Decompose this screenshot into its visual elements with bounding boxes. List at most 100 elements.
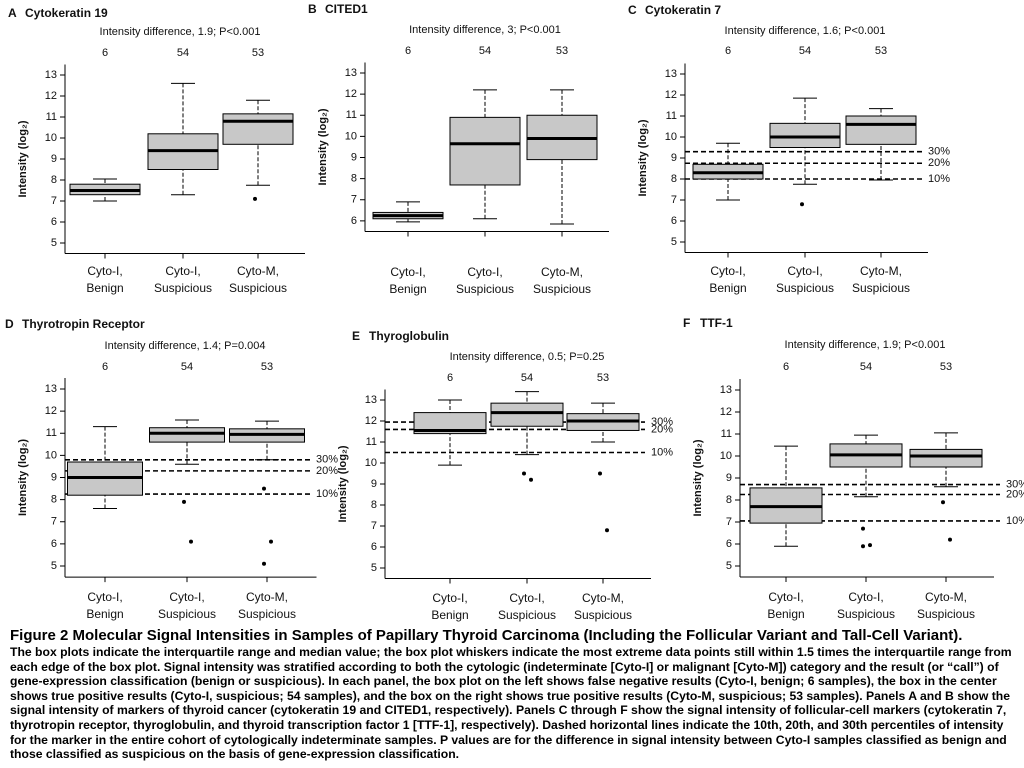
subtitle: Intensity difference, 1.9; P<0.001: [100, 26, 261, 38]
outlier: [861, 544, 865, 549]
y-tick-label: 9: [351, 151, 357, 163]
x-tick-label: Cyto-M,: [582, 591, 624, 605]
outlier: [861, 526, 865, 531]
y-axis-label: Intensity (log₂): [317, 108, 329, 185]
subtitle: Intensity difference, 1.4; P=0.004: [105, 340, 266, 352]
y-tick-label: 11: [46, 427, 57, 439]
count-label: 54: [521, 372, 533, 384]
x-tick-label: Benign: [86, 607, 123, 621]
y-tick-label: 9: [671, 152, 677, 164]
x-tick-label: Cyto-I,: [87, 590, 122, 604]
y-tick-label: 11: [46, 111, 57, 123]
y-tick-label: 5: [51, 560, 57, 572]
outlier: [941, 500, 945, 505]
y-tick-label: 9: [51, 471, 57, 483]
box: [845, 115, 917, 145]
outlier: [800, 202, 804, 207]
caption: Figure 2 Molecular Signal Intensities in…: [10, 627, 1014, 762]
x-tick-label: Cyto-M,: [237, 264, 279, 278]
y-tick-label: 10: [45, 449, 57, 461]
x-tick-label: Suspicious: [154, 281, 212, 295]
x-tick-label: Benign: [86, 281, 123, 295]
y-tick-label: 5: [726, 560, 732, 572]
y-axis-label: Intensity (log₂): [337, 445, 349, 522]
y-tick-label: 8: [51, 494, 57, 506]
x-tick-label: Cyto-M,: [246, 590, 288, 604]
y-tick-label: 5: [671, 236, 677, 248]
percentile-label: 10%: [1006, 515, 1024, 527]
y-tick-label: 12: [665, 89, 677, 101]
count-label: 6: [725, 45, 731, 57]
y-tick-label: 12: [345, 88, 357, 100]
x-tick-label: Cyto-M,: [541, 265, 583, 279]
outlier: [948, 537, 952, 542]
y-tick-label: 13: [45, 69, 57, 81]
x-tick-label: Benign: [431, 608, 468, 622]
panel-title: Thyrotropin Receptor: [22, 317, 145, 331]
x-tick-label: Suspicious: [852, 281, 910, 295]
x-tick-label: Suspicious: [837, 607, 895, 621]
outlier: [522, 471, 526, 476]
outlier: [868, 543, 872, 548]
y-tick-label: 13: [365, 394, 377, 406]
y-tick-label: 5: [371, 562, 377, 574]
x-tick-label: Cyto-I,: [768, 590, 803, 604]
x-tick-label: Cyto-M,: [860, 264, 902, 278]
panel-title: Cytokeratin 7: [645, 3, 721, 17]
y-tick-label: 10: [720, 450, 732, 462]
panel-title: TTF-1: [700, 316, 733, 330]
x-tick-label: Cyto-I,: [169, 590, 204, 604]
y-tick-label: 11: [346, 109, 357, 121]
x-tick-label: Cyto-M,: [925, 590, 967, 604]
y-tick-label: 7: [351, 194, 357, 206]
y-tick-label: 9: [726, 472, 732, 484]
panel-letter: B: [308, 2, 317, 16]
x-tick-label: Benign: [767, 607, 804, 621]
x-tick-label: Suspicious: [158, 607, 216, 621]
y-tick-label: 6: [726, 538, 732, 550]
x-tick-label: Suspicious: [498, 608, 556, 622]
x-tick-label: Suspicious: [229, 281, 287, 295]
y-tick-label: 13: [345, 67, 357, 79]
x-tick-label: Cyto-I,: [390, 265, 425, 279]
subtitle: Intensity difference, 0.5; P=0.25: [450, 351, 605, 363]
caption-title: Figure 2 Molecular Signal Intensities in…: [10, 627, 963, 644]
count-label: 54: [799, 45, 811, 57]
box: [413, 412, 487, 435]
panel-letter: E: [352, 329, 360, 343]
x-tick-label: Cyto-I,: [165, 264, 200, 278]
y-tick-label: 8: [726, 494, 732, 506]
y-tick-label: 8: [51, 174, 57, 186]
outlier: [262, 561, 266, 566]
y-tick-label: 7: [726, 516, 732, 528]
y-tick-label: 7: [671, 194, 677, 206]
y-axis-label: Intensity (log₂): [17, 120, 29, 197]
y-tick-label: 6: [51, 538, 57, 550]
count-label: 6: [405, 45, 411, 57]
outlier: [598, 471, 602, 476]
x-tick-label: Benign: [709, 281, 746, 295]
x-tick-label: Suspicious: [776, 281, 834, 295]
y-tick-label: 11: [366, 436, 377, 448]
percentile-label: 10%: [316, 488, 338, 500]
percentile-label: 10%: [651, 446, 673, 458]
count-label: 54: [177, 47, 189, 59]
box: [769, 122, 841, 148]
y-tick-label: 9: [371, 478, 377, 490]
box: [449, 116, 521, 186]
x-tick-label: Suspicious: [533, 282, 591, 296]
y-tick-label: 6: [671, 215, 677, 227]
y-tick-label: 13: [665, 68, 677, 80]
outlier: [262, 486, 266, 491]
y-tick-label: 6: [51, 216, 57, 228]
count-label: 53: [261, 361, 273, 373]
y-tick-label: 6: [351, 215, 357, 227]
y-tick-label: 10: [665, 131, 677, 143]
y-tick-label: 12: [45, 405, 57, 417]
panel-letter: C: [628, 3, 637, 17]
outlier: [605, 528, 609, 533]
x-tick-label: Cyto-I,: [87, 264, 122, 278]
x-tick-label: Benign: [389, 282, 426, 296]
y-axis-label: Intensity (log₂): [17, 439, 29, 516]
